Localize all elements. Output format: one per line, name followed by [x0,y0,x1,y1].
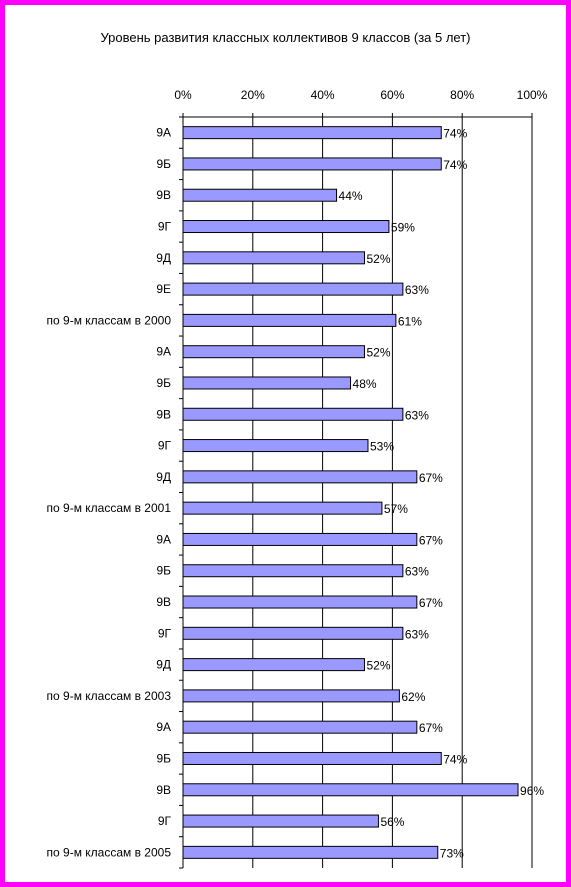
value-label: 63% [405,283,429,297]
value-label: 52% [366,252,390,266]
category-label: по 9-м классам в 2001 [47,501,172,515]
category-label: 9В [156,407,171,421]
x-tick-label: 40% [311,88,335,102]
category-label: 9А [156,345,171,359]
category-label: 9Г [158,626,172,640]
value-label: 63% [405,627,429,641]
category-label: 9Д [156,470,171,484]
bar [182,658,365,672]
bar [182,595,418,609]
value-label: 63% [405,408,429,422]
chart-title: Уровень развития классных коллективов 9 … [100,30,471,45]
value-label: 53% [370,440,394,454]
value-label: 62% [401,690,425,704]
category-label: 9В [156,595,171,609]
x-tick-label: 20% [241,88,265,102]
category-label: по 9-м классам в 2000 [47,313,172,327]
category-label: 9А [156,126,171,140]
category-label: 9Б [156,157,171,171]
bar [182,751,442,765]
value-label: 52% [366,346,390,360]
value-label: 67% [419,596,443,610]
value-label: 67% [419,721,443,735]
category-label: 9Г [158,220,172,234]
bar [182,376,352,390]
value-label: 74% [443,127,467,141]
category-label: по 9-м классам в 2003 [47,689,172,703]
value-label: 74% [443,158,467,172]
category-label: 9В [156,783,171,797]
bar [182,564,404,578]
bar [182,313,397,327]
category-label: 9Г [158,814,172,828]
value-label: 73% [440,846,464,860]
value-label: 48% [353,377,377,391]
bar [182,470,418,484]
value-label: 52% [366,659,390,673]
bar [182,814,379,828]
value-label: 44% [339,189,363,203]
category-label: 9А [156,532,171,546]
bar [182,407,404,421]
x-tick-label: 80% [450,88,474,102]
x-tick-label: 100% [517,88,548,102]
value-label: 96% [520,784,544,798]
category-label: 9Г [158,439,172,453]
value-label: 67% [419,533,443,547]
bar [182,532,418,546]
bar [182,345,365,359]
bar [182,157,442,171]
bar [182,720,418,734]
bar [182,439,369,453]
category-label: 9Б [156,376,171,390]
value-label: 56% [380,815,404,829]
category-label: 9А [156,720,171,734]
category-label: 9Е [156,282,171,296]
bar [182,689,400,703]
x-tick-label: 0% [174,88,192,102]
bar [182,783,519,797]
category-label: по 9-м классам в 2005 [47,845,172,859]
bar [182,188,338,202]
bar [182,845,439,859]
bar [182,220,390,234]
category-label: 9В [156,188,171,202]
value-label: 63% [405,565,429,579]
value-label: 61% [398,314,422,328]
x-tick-label: 60% [380,88,404,102]
bar [182,126,442,140]
bar [182,251,365,265]
category-label: 9Д [156,658,171,672]
category-label: 9Б [156,564,171,578]
bar [182,501,383,515]
value-label: 57% [384,502,408,516]
category-label: 9Б [156,751,171,765]
value-label: 67% [419,471,443,485]
value-label: 74% [443,752,467,766]
bar [182,282,404,296]
bar [182,626,404,640]
category-label: 9Д [156,251,171,265]
value-label: 59% [391,221,415,235]
